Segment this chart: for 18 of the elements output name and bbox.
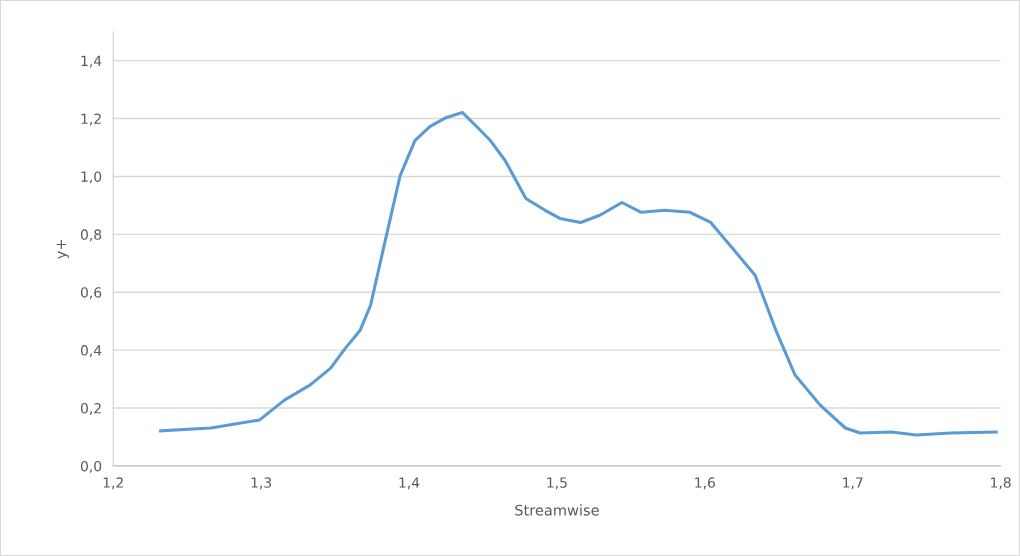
x-tick-label: 1,2 xyxy=(103,477,123,490)
y-tick-label: 0,6 xyxy=(80,287,102,300)
x-tick-label: 1,5 xyxy=(547,477,567,490)
x-tick-label: 1,3 xyxy=(251,477,272,490)
y-tick-label: 0,2 xyxy=(80,403,101,415)
y-tick-label: 1,2 xyxy=(81,113,101,126)
x-axis-title: Streamwise xyxy=(515,504,599,516)
y-tick-label: 0,0 xyxy=(80,460,102,473)
y-axis-title: y+ xyxy=(56,239,69,259)
x-tick-label: 1,6 xyxy=(695,477,715,490)
x-tick-label: 1,8 xyxy=(991,477,1011,490)
line-series xyxy=(159,110,998,437)
y-tick-label: 1,0 xyxy=(81,171,102,184)
y-tick-label: 0,8 xyxy=(80,229,102,242)
y-tick-label: 1,4 xyxy=(81,55,102,68)
x-tick-label: 1,4 xyxy=(399,477,420,490)
y-tick-label: 0,4 xyxy=(80,345,102,358)
x-tick-label: 1,7 xyxy=(843,477,863,490)
